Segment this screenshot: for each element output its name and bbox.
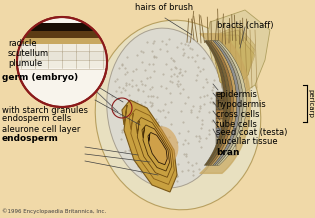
Text: seed coat (testa): seed coat (testa) [216,128,287,138]
FancyBboxPatch shape [216,92,236,101]
Polygon shape [204,41,227,165]
Text: plumule: plumule [8,59,42,68]
FancyBboxPatch shape [216,110,236,119]
Text: scutellum: scutellum [8,49,49,58]
Text: hairs of brush: hairs of brush [135,3,193,12]
Text: cross cells: cross cells [216,110,259,119]
Ellipse shape [150,126,178,164]
Ellipse shape [95,20,261,210]
FancyBboxPatch shape [216,119,236,128]
Polygon shape [217,41,246,165]
Text: tube cells: tube cells [216,120,257,129]
Text: hypodermis: hypodermis [216,100,266,109]
Polygon shape [215,35,255,90]
Polygon shape [122,100,177,192]
Text: aleurone cell layer: aleurone cell layer [2,125,80,134]
Bar [18,60,106,68]
Polygon shape [208,10,270,95]
Polygon shape [215,41,243,165]
Text: epidermis: epidermis [216,90,258,99]
Bar [18,52,106,60]
FancyBboxPatch shape [216,101,236,110]
FancyBboxPatch shape [216,137,236,146]
FancyBboxPatch shape [216,128,236,137]
Circle shape [17,17,107,107]
Text: bran: bran [216,148,239,157]
Polygon shape [213,41,240,165]
Bar [18,38,106,44]
Text: germ (embryo): germ (embryo) [2,73,78,82]
FancyBboxPatch shape [216,146,236,155]
Ellipse shape [107,28,225,188]
Polygon shape [206,41,230,165]
Polygon shape [215,30,255,90]
Text: endosperm cells: endosperm cells [2,114,71,123]
Text: ©1996 Encyclopaedia Britannica, Inc.: ©1996 Encyclopaedia Britannica, Inc. [2,208,106,214]
Polygon shape [215,25,255,90]
Polygon shape [209,41,234,165]
Text: bracts (chaff): bracts (chaff) [217,20,274,30]
Bar [18,23,106,31]
Text: radicle: radicle [8,39,37,48]
Text: nucellar tissue: nucellar tissue [216,137,278,146]
Text: pericarp: pericarp [307,89,313,118]
Text: endosperm: endosperm [2,134,59,143]
Text: with starch granules: with starch granules [2,106,88,115]
Bar [18,44,106,52]
Bar [18,31,106,38]
Polygon shape [211,41,237,165]
